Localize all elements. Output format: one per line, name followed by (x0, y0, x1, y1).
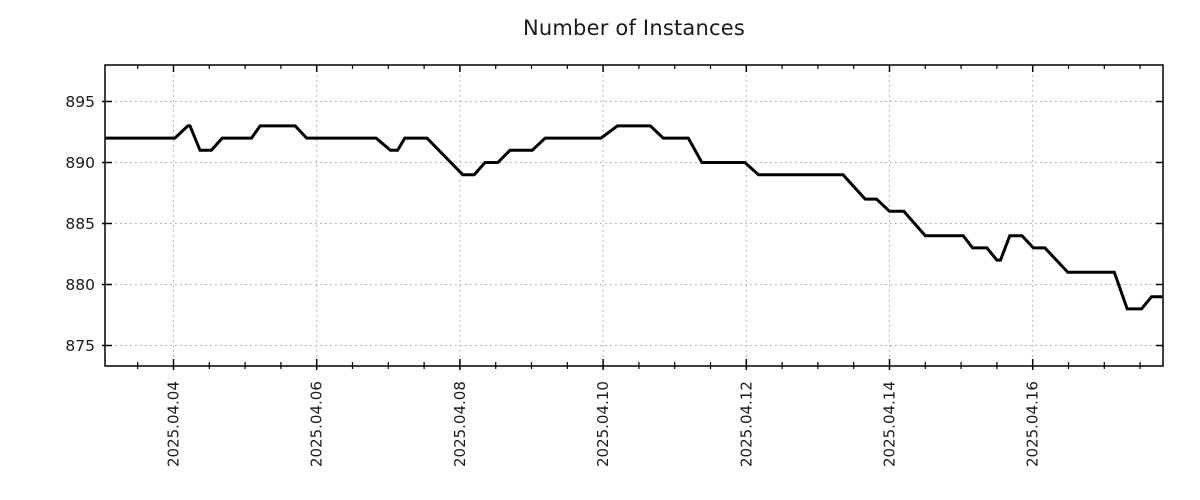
y-tick-label: 885 (65, 215, 95, 233)
chart-title: Number of Instances (522, 16, 745, 40)
x-tick-label: 2025.04.04 (165, 381, 183, 467)
y-tick-label: 880 (65, 276, 95, 294)
y-tick-label: 875 (65, 337, 95, 355)
y-tick-label: 890 (65, 154, 95, 172)
x-tick-label: 2025.04.16 (1024, 381, 1042, 467)
data-line (105, 124, 1163, 311)
x-tick-label: 2025.04.10 (594, 381, 612, 467)
y-tick-label: 895 (65, 93, 95, 111)
x-tick-label: 2025.04.06 (308, 381, 326, 467)
x-tick-label: 2025.04.08 (451, 381, 469, 467)
x-tick-label: 2025.04.14 (881, 381, 899, 467)
plot-border (104, 64, 1164, 367)
x-tick-label: 2025.04.12 (737, 381, 755, 467)
